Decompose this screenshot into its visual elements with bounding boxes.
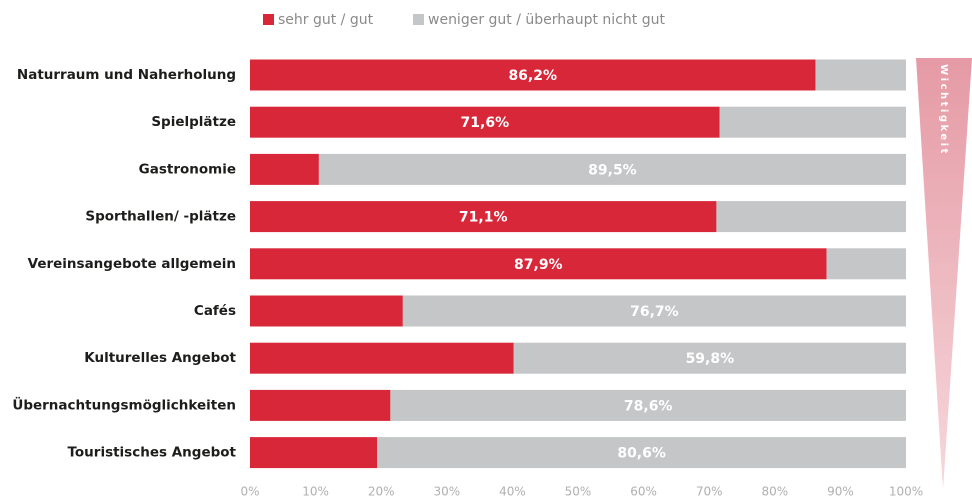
bar-segment [513, 342, 906, 374]
bar-segment [250, 153, 319, 185]
category-label: Gastronomie [139, 161, 236, 177]
importance-triangle [916, 58, 972, 490]
category-label: Übernachtungsmöglichkeiten [12, 395, 236, 413]
category-label: Touristisches Angebot [67, 445, 236, 461]
bar-segment [826, 248, 906, 280]
bar-segment [250, 248, 827, 280]
bar-segment [390, 389, 906, 421]
bar-segment [250, 201, 717, 233]
bar-segment [250, 59, 816, 91]
value-label: 86,2% [508, 68, 557, 84]
bar-segment [402, 295, 906, 327]
bar-segment [250, 295, 403, 327]
legend-label: weniger gut / überhaupt nicht gut [428, 12, 665, 28]
x-tick-label: 40% [499, 485, 526, 499]
category-label: Cafés [194, 303, 236, 319]
importance-label: Wichtigkeit [938, 64, 949, 156]
x-tick-label: 50% [565, 485, 592, 499]
category-label: Vereinsangebote allgemein [28, 256, 236, 272]
legend-swatch [413, 14, 424, 25]
x-tick-label: 30% [433, 485, 460, 499]
x-tick-label: 60% [630, 485, 657, 499]
x-tick-label: 80% [761, 485, 788, 499]
value-label: 59,8% [686, 351, 735, 367]
bar-segment [716, 201, 906, 233]
x-tick-label: 70% [696, 485, 723, 499]
x-tick-label: 100% [889, 485, 923, 499]
legend-label: sehr gut / gut [278, 12, 374, 28]
x-tick-label: 0% [240, 485, 259, 499]
category-label: Spielplätze [151, 114, 236, 130]
bar-segment [250, 389, 391, 421]
legend-swatch [263, 14, 274, 25]
value-label: 71,6% [461, 115, 510, 131]
bar-segment [318, 153, 906, 185]
bar-segment [250, 342, 514, 374]
bar-segment [719, 106, 906, 138]
bar-segment [377, 437, 906, 469]
x-tick-label: 90% [827, 485, 854, 499]
x-tick-label: 20% [368, 485, 395, 499]
value-label: 76,7% [630, 304, 679, 320]
bar-segment [815, 59, 906, 91]
value-label: 87,9% [514, 257, 563, 273]
value-label: 78,6% [624, 398, 673, 414]
value-label: 80,6% [617, 446, 666, 462]
value-label: 71,1% [459, 210, 508, 226]
value-label: 89,5% [588, 162, 637, 178]
category-label: Sporthallen/ -plätze [85, 209, 236, 225]
category-label: Naturraum und Naherholung [17, 67, 236, 83]
category-label: Kulturelles Angebot [84, 350, 236, 366]
x-tick-label: 10% [302, 485, 329, 499]
bar-segment [250, 437, 378, 469]
bar-segment [250, 106, 720, 138]
